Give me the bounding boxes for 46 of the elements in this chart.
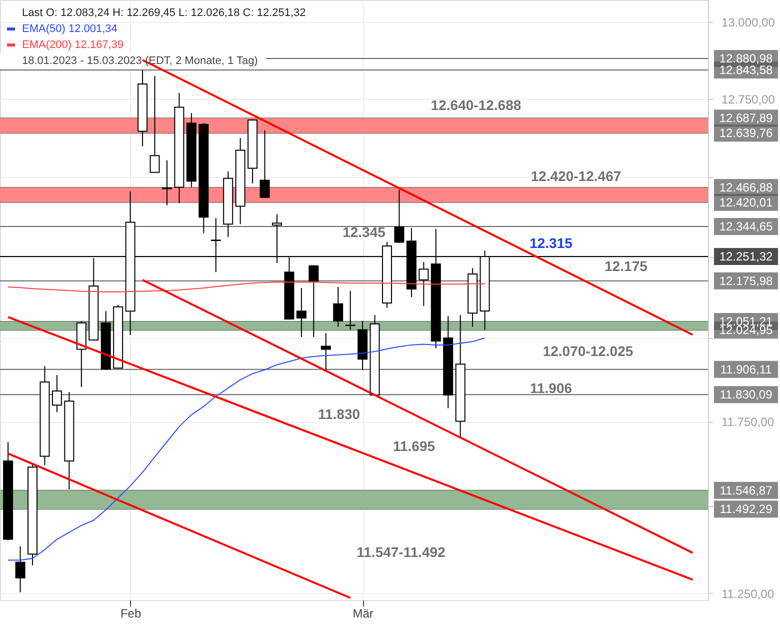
legend-label: EMA(50) 12.001,34 <box>22 23 118 35</box>
candlestick <box>52 374 62 413</box>
candlestick <box>394 190 404 244</box>
candlestick <box>418 262 429 306</box>
annotation: 12.315 <box>530 235 573 251</box>
ref-line-label: 11.830,09 <box>720 388 773 402</box>
ref-line-label: 11.906,11 <box>720 362 772 376</box>
line-series <box>8 338 486 561</box>
candlestick <box>162 160 172 206</box>
y-tick-label: 11.250,00 <box>722 586 774 601</box>
candlestick <box>260 130 270 198</box>
ref-line-label: 12.880,98 <box>719 51 774 66</box>
annotation: 12.640-12.688 <box>430 97 522 113</box>
ref-line-label: 12.420,01 <box>719 195 774 210</box>
y-tick-label: 12.750,00 <box>722 92 776 106</box>
candlestick <box>345 290 356 330</box>
annotation: 11.695 <box>392 438 436 454</box>
ref-line-label: 12.175,98 <box>719 274 774 288</box>
candlestick <box>150 75 160 173</box>
ref-line-label: 12.639,76 <box>719 126 774 140</box>
ref-line-label: 12.251,32 <box>719 249 774 264</box>
ref-line-label: 12.466,88 <box>719 180 774 195</box>
annotation: 11.547-11.492 <box>356 544 446 560</box>
annotation: 12.345 <box>342 224 386 240</box>
candlestick <box>333 286 344 328</box>
annotation: 11.906 <box>530 380 572 396</box>
annotation: 11.830 <box>318 406 360 422</box>
text: Last O: 12.083,24 H: 12.269,45 L: 12.026,18 C: 12.251,32 <box>22 7 306 19</box>
candlestick <box>308 264 319 338</box>
annotation: 12.175 <box>604 258 648 274</box>
candlestick <box>296 287 306 338</box>
y-tick-label: 11.750,00 <box>722 415 774 430</box>
legend-label: EMA(200) 12.167,39 <box>22 39 124 51</box>
candlestick <box>15 546 26 593</box>
x-tick-label: Feb <box>120 606 142 620</box>
ref-line-label: 12.843,58 <box>719 62 774 77</box>
annotation: 12.070-12.025 <box>542 343 634 359</box>
x-tick-label: Mär <box>352 606 374 620</box>
annotation: 12.420-12.467 <box>530 168 622 184</box>
ref-line-label: 12.344,65 <box>719 219 774 234</box>
ref-line-label: 11.546,87 <box>720 483 773 498</box>
ref-line-label: 11.492,29 <box>720 502 773 516</box>
y-tick-label: 13.000,00 <box>722 16 776 30</box>
candlestick <box>320 332 331 372</box>
text: 18.01.2023 - 15.03.2023 (EDT, 2 Monate, 1 Tag) <box>22 55 258 67</box>
ref-line-label: 12.687,89 <box>719 111 774 126</box>
